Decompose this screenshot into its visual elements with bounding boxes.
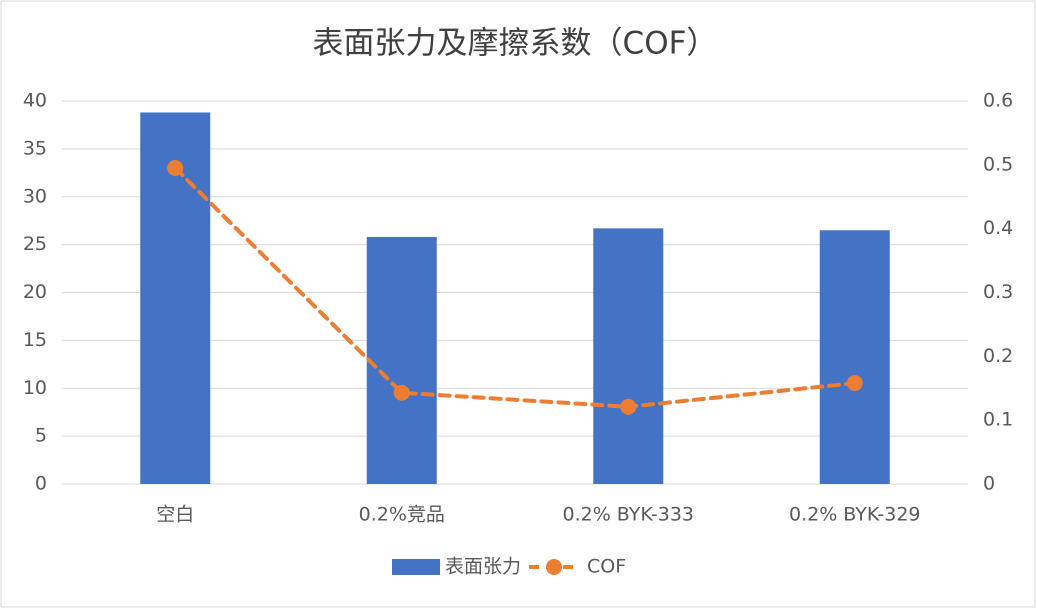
y2-tick-label: 0.1 — [983, 409, 1013, 431]
y2-tick-label: 0.6 — [983, 90, 1013, 112]
marker — [167, 160, 184, 177]
y-tick-label: 0 — [35, 473, 47, 495]
bar — [819, 230, 890, 484]
line — [173, 166, 857, 409]
y-tick-label: 35 — [23, 137, 47, 159]
y-tick-label: 40 — [23, 90, 47, 112]
y-tick-label: 10 — [23, 377, 47, 399]
bar — [593, 228, 664, 484]
legend-swatch — [392, 559, 440, 575]
x-tick-label: 0.2%竞品 — [359, 504, 445, 526]
x-tick-label: 空白 — [156, 504, 194, 526]
y2-tick-label: 0.3 — [983, 281, 1013, 303]
marker — [620, 398, 637, 415]
y2-tick-label: 0 — [983, 473, 995, 495]
legend-marker — [546, 559, 563, 575]
y2-tick-label: 0.5 — [983, 153, 1013, 175]
x-tick-label: 0.2% BYK-329 — [789, 504, 921, 526]
y-tick-label: 25 — [23, 233, 47, 255]
y-tick-label: 5 — [35, 425, 47, 447]
y-tick-label: 20 — [23, 281, 47, 303]
legend-label: COF — [587, 556, 626, 578]
bar — [366, 236, 437, 484]
marker — [846, 375, 863, 392]
x-tick-label: 0.2% BYK-333 — [563, 504, 695, 526]
y-tick-label: 30 — [23, 185, 47, 207]
legend-label: 表面张力 — [445, 556, 521, 578]
chart-title: 表面张力及摩擦系数（COF） — [313, 26, 718, 62]
y2-tick-label: 0.2 — [983, 345, 1013, 367]
marker — [393, 384, 410, 401]
y2-tick-label: 0.4 — [983, 217, 1013, 239]
y-tick-label: 15 — [23, 329, 47, 351]
